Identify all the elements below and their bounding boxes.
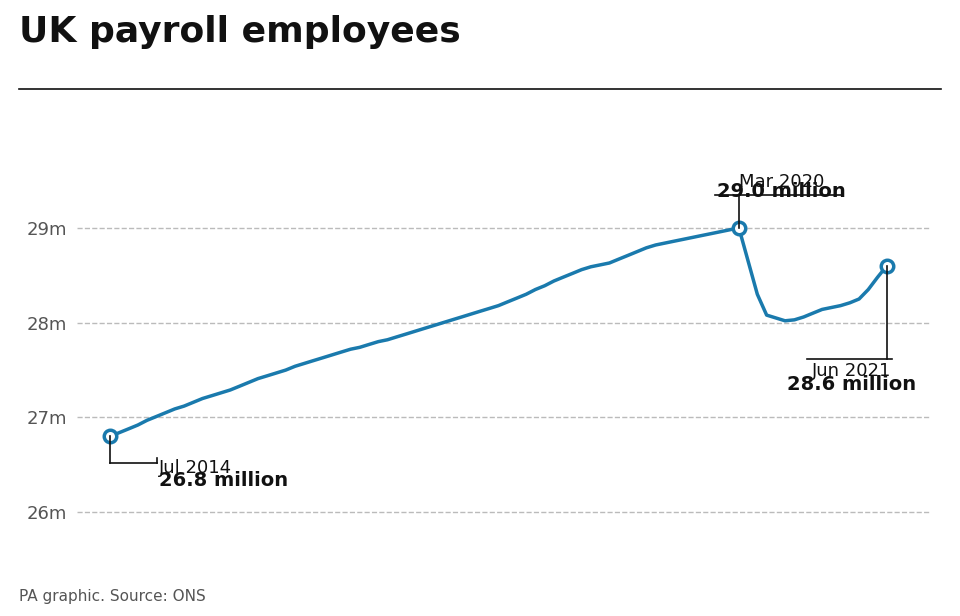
Text: Mar 2020: Mar 2020 (738, 173, 824, 191)
Text: 26.8 million: 26.8 million (159, 471, 288, 490)
Text: 28.6 million: 28.6 million (787, 375, 916, 394)
Text: PA graphic. Source: ONS: PA graphic. Source: ONS (19, 589, 206, 604)
Text: UK payroll employees: UK payroll employees (19, 15, 461, 49)
Text: Jul 2014: Jul 2014 (159, 459, 232, 477)
Text: 29.0 million: 29.0 million (717, 182, 846, 201)
Text: Jun 2021: Jun 2021 (811, 362, 891, 381)
